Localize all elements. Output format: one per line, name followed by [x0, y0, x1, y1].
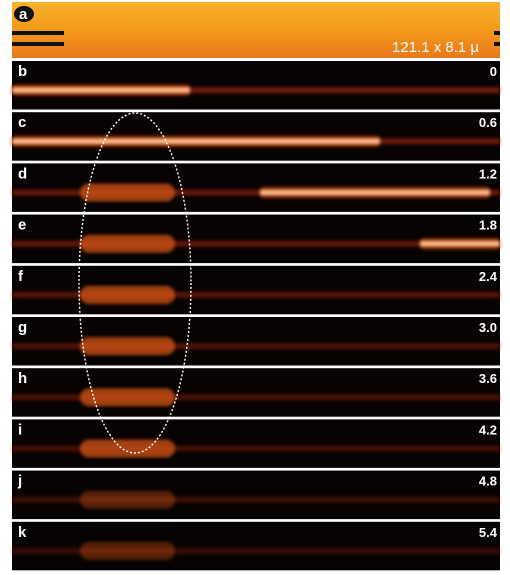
- panel-label: e: [18, 217, 26, 234]
- blob: [80, 286, 175, 304]
- time-label: 1.2: [479, 166, 497, 181]
- blob: [80, 184, 175, 202]
- panel-label: g: [18, 319, 27, 336]
- blob: [80, 388, 175, 406]
- time-label: 5.4: [479, 525, 498, 540]
- panel-label: j: [17, 473, 22, 490]
- panel-label: d: [18, 165, 27, 182]
- blob: [80, 491, 175, 509]
- panel-label: k: [18, 524, 27, 541]
- blob: [80, 337, 175, 355]
- panel-a-bar: [12, 42, 64, 46]
- panel-a-bar: [494, 31, 500, 35]
- time-label: 0: [490, 64, 497, 79]
- panel-label: h: [18, 370, 27, 387]
- panel-a-bar: [12, 31, 64, 35]
- figure: a121.1 x 8.1 µb0c0.6d1.2e1.8f2.4g3.0h3.6…: [0, 0, 510, 575]
- bright-streak: [420, 237, 500, 251]
- bright-streak: [12, 83, 190, 97]
- time-label: 2.4: [479, 269, 498, 284]
- panel-a-bar: [494, 42, 500, 46]
- time-label: 4.8: [479, 474, 497, 489]
- panel-label: b: [18, 63, 27, 80]
- bright-streak: [260, 186, 490, 200]
- time-label: 0.6: [479, 115, 497, 130]
- blob: [80, 235, 175, 253]
- panel-label: i: [18, 421, 22, 438]
- time-label: 1.8: [479, 218, 497, 233]
- time-label: 3.0: [479, 320, 497, 335]
- time-label: 4.2: [479, 422, 497, 437]
- panel-caption: 121.1 x 8.1 µ: [392, 39, 479, 56]
- panel-label: a: [19, 6, 28, 23]
- page: a121.1 x 8.1 µb0c0.6d1.2e1.8f2.4g3.0h3.6…: [0, 0, 510, 575]
- blob: [80, 440, 175, 458]
- bright-streak: [12, 134, 380, 148]
- panel-label: c: [18, 114, 26, 131]
- time-label: 3.6: [479, 371, 497, 386]
- blob: [80, 542, 175, 560]
